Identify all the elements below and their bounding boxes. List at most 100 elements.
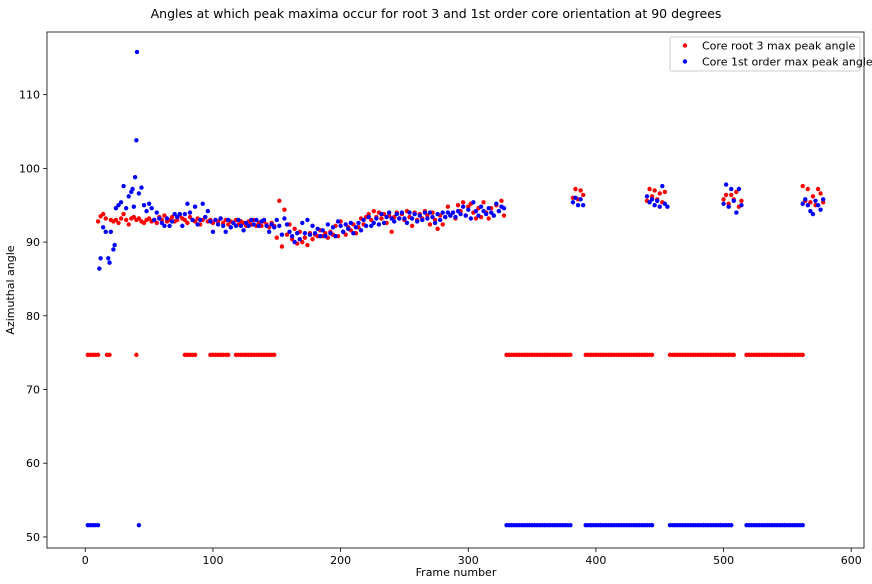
data-point: [111, 247, 116, 252]
data-point: [808, 200, 813, 205]
data-point: [481, 200, 486, 205]
data-point: [800, 522, 805, 528]
data-point: [213, 217, 218, 223]
data-point: [412, 211, 417, 217]
data-point: [236, 217, 241, 223]
data-point: [578, 197, 583, 202]
data-point: [159, 220, 165, 226]
data-point: [302, 231, 308, 236]
data-point: [279, 244, 285, 249]
data-point: [203, 214, 208, 220]
data-point: [721, 197, 726, 202]
data-point: [358, 228, 364, 233]
x-tick-label: 500: [713, 554, 734, 567]
data-point: [284, 222, 290, 227]
data-point: [734, 210, 739, 215]
data-point: [409, 216, 415, 221]
data-point: [116, 203, 121, 208]
data-point: [134, 352, 139, 358]
data-point: [471, 200, 476, 205]
data-point: [729, 522, 734, 528]
y-tick-label: 80: [26, 310, 40, 323]
data-point: [813, 198, 818, 204]
data-point: [810, 211, 816, 217]
data-point: [98, 256, 103, 261]
data-point: [820, 197, 826, 202]
data-point: [131, 204, 137, 209]
plot-area: [46, 31, 865, 549]
data-point: [404, 220, 410, 226]
data-point: [379, 216, 384, 221]
data-point: [363, 223, 369, 229]
data-point: [486, 205, 491, 211]
data-point: [440, 210, 445, 215]
x-tick-label: 100: [202, 554, 223, 567]
data-point: [297, 236, 302, 242]
data-point: [215, 222, 221, 227]
data-point: [473, 208, 479, 214]
data-point: [578, 188, 583, 193]
data-point: [289, 233, 295, 239]
data-point: [152, 217, 157, 223]
data-point: [338, 223, 343, 229]
x-tick-label: 0: [82, 554, 89, 567]
data-point: [343, 232, 348, 237]
data-point: [106, 256, 111, 261]
data-point: [652, 203, 657, 208]
data-point: [496, 208, 502, 214]
data-point: [655, 198, 660, 204]
data-point: [218, 216, 223, 221]
data-point: [450, 210, 456, 215]
data-point: [292, 226, 297, 232]
data-point: [323, 233, 328, 239]
data-point: [736, 186, 742, 192]
data-point: [241, 228, 246, 233]
data-point: [805, 186, 811, 192]
data-point: [481, 208, 486, 214]
data-point: [187, 210, 193, 215]
data-point: [177, 211, 182, 217]
data-point: [351, 231, 356, 236]
data-point: [149, 205, 154, 211]
data-point: [162, 213, 167, 218]
data-point: [657, 191, 662, 196]
data-point: [180, 223, 185, 229]
data-point: [647, 186, 652, 192]
data-point: [310, 236, 315, 242]
data-point: [126, 222, 131, 227]
data-point: [121, 211, 126, 217]
data-point: [272, 352, 277, 358]
data-point: [386, 210, 392, 215]
x-axis-ticks: 0 100 200 300 400 500 600: [82, 548, 862, 567]
data-point: [810, 194, 816, 199]
data-point: [448, 213, 453, 218]
x-axis-label: Frame number: [416, 566, 497, 579]
data-point: [729, 192, 734, 198]
data-point: [389, 216, 394, 221]
legend: Core root 3 max peak angle Core 1st orde…: [669, 36, 872, 72]
data-point: [818, 207, 823, 212]
data-point: [468, 216, 474, 221]
data-point: [312, 231, 318, 236]
data-point: [501, 213, 507, 218]
data-point: [729, 186, 734, 192]
data-point: [197, 217, 203, 223]
data-point: [279, 232, 285, 237]
data-point: [399, 210, 405, 215]
data-point: [815, 203, 821, 208]
data-point: [644, 194, 650, 199]
data-point: [220, 223, 226, 229]
data-point: [103, 229, 108, 234]
data-point: [376, 222, 382, 227]
data-point: [443, 214, 448, 220]
data-point: [157, 216, 162, 221]
data-point: [800, 183, 805, 189]
data-point: [141, 203, 147, 208]
data-point: [266, 229, 272, 234]
data-point: [136, 216, 142, 221]
data-point: [246, 223, 251, 229]
data-point: [333, 233, 338, 239]
data-point: [409, 223, 415, 229]
data-point: [430, 214, 435, 220]
data-point: [432, 220, 438, 226]
